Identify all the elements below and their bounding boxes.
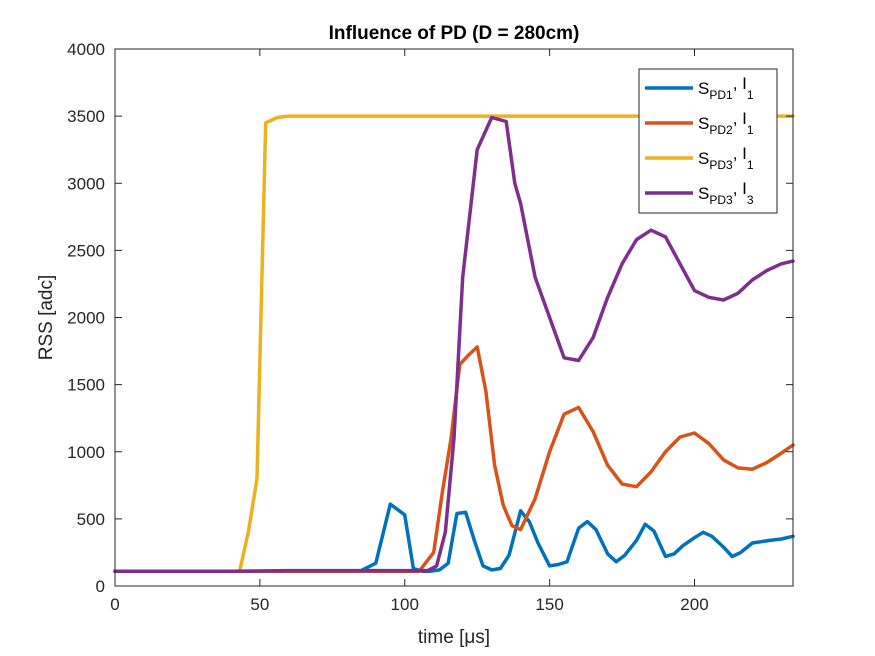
y-tick-label: 3000 bbox=[67, 174, 105, 193]
y-tick-label: 0 bbox=[96, 577, 105, 596]
x-tick-label: 150 bbox=[535, 595, 563, 614]
x-tick-label: 200 bbox=[680, 595, 708, 614]
y-tick-label: 3500 bbox=[67, 107, 105, 126]
legend-box bbox=[638, 68, 778, 214]
y-tick-label: 1000 bbox=[67, 443, 105, 462]
x-tick-label: 0 bbox=[110, 595, 119, 614]
chart-title: Influence of PD (D = 280cm) bbox=[329, 23, 580, 44]
legend: SPD1, I1 SPD2, I1 SPD3, I1 SPD3, I3 bbox=[638, 68, 778, 214]
y-tick-label: 500 bbox=[77, 510, 105, 529]
labels-layer: Influence of PD (D = 280cm) time [μs] RS… bbox=[36, 23, 579, 648]
x-tick-label: 50 bbox=[250, 595, 269, 614]
y-tick-label: 1500 bbox=[67, 376, 105, 395]
y-tick-label: 2500 bbox=[67, 241, 105, 260]
y-tick-label: 4000 bbox=[67, 40, 105, 59]
legend-entry-2: SPD2, I1 bbox=[698, 109, 754, 137]
axes-layer: 0 50 100 150 2000500100015002000250030003500… bbox=[67, 40, 794, 614]
legend-entry-3: SPD3, I1 bbox=[698, 144, 754, 172]
x-tick-label: 100 bbox=[391, 595, 419, 614]
legend-entry-4: SPD3, I3 bbox=[698, 179, 754, 207]
y-tick-label: 2000 bbox=[67, 309, 105, 328]
x-axis-title: time [μs] bbox=[418, 627, 490, 648]
legend-entry-1: SPD1, I1 bbox=[698, 74, 754, 102]
series-line-4 bbox=[113, 115, 795, 573]
y-axis-title: RSS [adc] bbox=[36, 275, 57, 361]
